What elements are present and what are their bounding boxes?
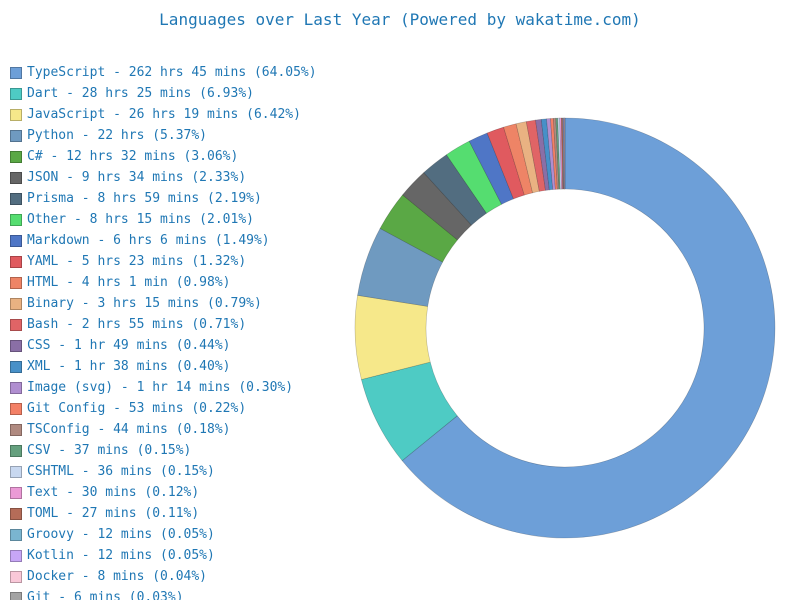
legend-label: Git - 6 mins (0.03%): [27, 590, 184, 600]
legend-label: TOML - 27 mins (0.11%): [27, 506, 200, 521]
legend-item: Text - 30 mins (0.12%): [10, 482, 350, 503]
legend-swatch: [10, 507, 22, 520]
legend-label: Binary - 3 hrs 15 mins (0.79%): [27, 296, 262, 311]
legend-label: Text - 30 mins (0.12%): [27, 485, 200, 500]
legend-label: YAML - 5 hrs 23 mins (1.32%): [27, 254, 247, 269]
legend-item: Kotlin - 12 mins (0.05%): [10, 545, 350, 566]
legend-item: CSS - 1 hr 49 mins (0.44%): [10, 335, 350, 356]
legend-swatch: [10, 339, 22, 352]
legend-swatch: [10, 297, 22, 310]
donut-slice-json: [402, 172, 472, 241]
legend-label: Groovy - 12 mins (0.05%): [27, 527, 215, 542]
legend-swatch: [10, 318, 22, 331]
legend-swatch: [10, 234, 22, 247]
legend-label: Bash - 2 hrs 55 mins (0.71%): [27, 317, 247, 332]
legend-item: JSON - 9 hrs 34 mins (2.33%): [10, 167, 350, 188]
legend-label: CSS - 1 hr 49 mins (0.44%): [27, 338, 231, 353]
legend-item: Markdown - 6 hrs 6 mins (1.49%): [10, 230, 350, 251]
legend-item: Python - 22 hrs (5.37%): [10, 125, 350, 146]
chart-title: Languages over Last Year (Powered by wak…: [159, 10, 641, 29]
legend-label: JavaScript - 26 hrs 19 mins (6.42%): [27, 107, 301, 122]
legend-item: Git Config - 53 mins (0.22%): [10, 398, 350, 419]
legend-swatch: [10, 150, 22, 163]
legend-item: Binary - 3 hrs 15 mins (0.79%): [10, 293, 350, 314]
donut-slice-toml: [560, 117, 564, 190]
donut-slice-text: [559, 117, 563, 190]
legend-item: XML - 1 hr 38 mins (0.40%): [10, 356, 350, 377]
legend-label: TSConfig - 44 mins (0.18%): [27, 422, 231, 437]
legend-label: Dart - 28 hrs 25 mins (6.93%): [27, 86, 254, 101]
legend-label: Prisma - 8 hrs 59 mins (2.19%): [27, 191, 262, 206]
legend-swatch: [10, 423, 22, 436]
legend-label: C# - 12 hrs 32 mins (3.06%): [27, 149, 239, 164]
legend-swatch: [10, 192, 22, 205]
donut-slice-binary: [515, 121, 540, 194]
donut-slice-cshtml: [557, 117, 562, 190]
legend-swatch: [10, 549, 22, 562]
donut-slice-image-svg-: [546, 118, 556, 190]
donut-slice-javascript: [354, 294, 431, 380]
legend-item: TSConfig - 44 mins (0.18%): [10, 419, 350, 440]
donut-slice-markdown: [468, 132, 514, 205]
legend-item: Image (svg) - 1 hr 14 mins (0.30%): [10, 377, 350, 398]
legend-label: CSHTML - 36 mins (0.15%): [27, 464, 215, 479]
legend-label: HTML - 4 hrs 1 min (0.98%): [27, 275, 231, 290]
legend-item: JavaScript - 26 hrs 19 mins (6.42%): [10, 104, 350, 125]
donut-slice-css: [535, 119, 550, 191]
legend-swatch: [10, 255, 22, 268]
donut-slice-xml: [540, 118, 554, 191]
legend-swatch: [10, 129, 22, 142]
legend-item: Other - 8 hrs 15 mins (2.01%): [10, 209, 350, 230]
legend-item: TOML - 27 mins (0.11%): [10, 503, 350, 524]
legend-swatch: [10, 381, 22, 394]
legend-item: CSV - 37 mins (0.15%): [10, 440, 350, 461]
legend-label: Image (svg) - 1 hr 14 mins (0.30%): [27, 380, 294, 395]
legend-label: Git Config - 53 mins (0.22%): [27, 401, 247, 416]
legend-label: Markdown - 6 hrs 6 mins (1.49%): [27, 233, 270, 248]
legend-item: YAML - 5 hrs 23 mins (1.32%): [10, 251, 350, 272]
donut-slice-tsconfig: [553, 117, 560, 190]
donut-slice-dart: [361, 361, 458, 462]
legend-swatch: [10, 591, 22, 600]
donut-slice-groovy: [562, 117, 565, 190]
legend-swatch: [10, 528, 22, 541]
legend-swatch: [10, 486, 22, 499]
legend-label: Python - 22 hrs (5.37%): [27, 128, 208, 143]
legend-label: TypeScript - 262 hrs 45 mins (64.05%): [27, 65, 317, 80]
legend-swatch: [10, 171, 22, 184]
legend-swatch: [10, 570, 22, 583]
legend-swatch: [10, 360, 22, 373]
legend-swatch: [10, 213, 22, 226]
donut-slice-git-config: [550, 118, 558, 190]
legend-label: Other - 8 hrs 15 mins (2.01%): [27, 212, 254, 227]
legend-swatch: [10, 465, 22, 478]
legend-swatch: [10, 276, 22, 289]
legend-item: CSHTML - 36 mins (0.15%): [10, 461, 350, 482]
legend-label: JSON - 9 hrs 34 mins (2.33%): [27, 170, 247, 185]
chart-legend: TypeScript - 262 hrs 45 mins (64.05%) Dar…: [10, 62, 350, 600]
legend-swatch: [10, 87, 22, 100]
legend-item: Git - 6 mins (0.03%): [10, 587, 350, 600]
donut-slice-csv: [555, 117, 561, 190]
legend-item: TypeScript - 262 hrs 45 mins (64.05%): [10, 62, 350, 83]
legend-swatch: [10, 108, 22, 121]
legend-swatch: [10, 444, 22, 457]
legend-label: CSV - 37 mins (0.15%): [27, 443, 192, 458]
legend-swatch: [10, 66, 22, 79]
legend-label: Docker - 8 mins (0.04%): [27, 569, 208, 584]
donut-slice-c-: [379, 194, 458, 263]
legend-item: Bash - 2 hrs 55 mins (0.71%): [10, 314, 350, 335]
donut-slice-html: [503, 123, 533, 196]
legend-item: Groovy - 12 mins (0.05%): [10, 524, 350, 545]
legend-item: Docker - 8 mins (0.04%): [10, 566, 350, 587]
legend-item: Dart - 28 hrs 25 mins (6.93%): [10, 83, 350, 104]
legend-item: Prisma - 8 hrs 59 mins (2.19%): [10, 188, 350, 209]
legend-item: C# - 12 hrs 32 mins (3.06%): [10, 146, 350, 167]
legend-item: HTML - 4 hrs 1 min (0.98%): [10, 272, 350, 293]
legend-label: Kotlin - 12 mins (0.05%): [27, 548, 215, 563]
donut-slice-typescript: [401, 117, 776, 539]
legend-swatch: [10, 402, 22, 415]
legend-label: XML - 1 hr 38 mins (0.40%): [27, 359, 231, 374]
